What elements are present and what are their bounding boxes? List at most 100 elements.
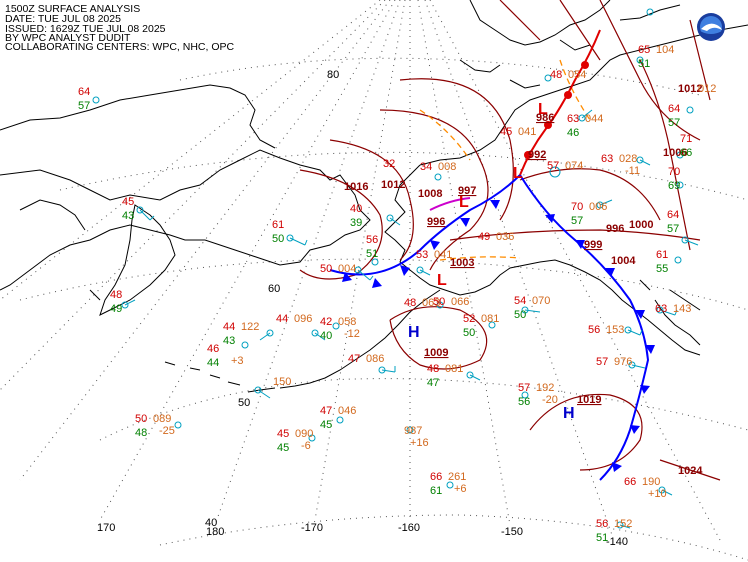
lon-label-m140: -140 <box>606 536 628 548</box>
obs-dewpoint: 50 <box>514 309 526 321</box>
obs-dewpoint: 45 <box>320 419 332 431</box>
obs-pressure: 012 <box>698 83 716 95</box>
obs-temperature: 61 <box>656 249 668 261</box>
obs-dewpoint: 57 <box>668 117 680 129</box>
obs-temperature: 45 <box>122 196 134 208</box>
isobar-label: 1000 <box>629 219 653 231</box>
obs-temperature: 45 <box>277 428 289 440</box>
obs-temperature: 50 <box>433 296 445 308</box>
coast-bc <box>639 279 701 346</box>
obs-pressure: 063 <box>422 297 440 309</box>
obs-dewpoint: 51 <box>366 248 378 260</box>
low-pressure-value: 1003 <box>450 257 474 269</box>
obs-pressure: 074 <box>565 160 583 172</box>
obs-dewpoint: 49 <box>110 303 122 315</box>
obs-pressure: 143 <box>673 303 691 315</box>
warm-front-bumps <box>524 61 589 159</box>
obs-temperature: 46 <box>207 343 219 355</box>
obs-dewpoint: 57 <box>571 215 583 227</box>
obs-pressure: 261 <box>448 471 466 483</box>
obs-temperature: 48 <box>110 289 122 301</box>
obs-pressure: 066 <box>451 296 469 308</box>
obs-temperature: 40 <box>350 203 362 215</box>
obs-dewpoint: 55 <box>656 263 668 275</box>
obs-tendency: +6 <box>454 483 467 495</box>
obs-temperature: 71 <box>680 133 692 145</box>
wind-barbs <box>124 109 699 529</box>
isobar-1012b <box>599 0 701 141</box>
isobar-1012 <box>329 139 414 261</box>
obs-dewpoint: 66 <box>680 147 692 159</box>
isobar-1006 <box>639 59 691 251</box>
isobar-1024 <box>659 459 721 481</box>
low-center: L <box>538 101 548 118</box>
low-pressure-value: 992 <box>528 149 546 161</box>
lat-label-50: 50 <box>238 397 250 409</box>
obs-pressure: 028 <box>619 153 637 165</box>
obs-dewpoint: 57 <box>667 223 679 235</box>
header-line-4: BY WPC ANALYST DUDIT <box>5 32 131 44</box>
pressure-systems: L 992 L 997 L 996 L 1003 L 999 L 986 H 1… <box>408 101 602 422</box>
obs-temperature: 66 <box>430 471 442 483</box>
high-center: H <box>563 405 575 422</box>
isobar-1016 <box>299 169 383 280</box>
obs-tendency: +3 <box>231 355 244 367</box>
obs-pressure: 086 <box>366 353 384 365</box>
coast-canada-islands <box>459 4 681 89</box>
obs-pressure: 122 <box>241 321 259 333</box>
obs-temperature: 64 <box>78 86 90 98</box>
obs-pressure: 104 <box>656 44 674 56</box>
isobar-1009 <box>389 306 488 370</box>
obs-pressure: 036 <box>496 231 514 243</box>
low-pressure-value: 999 <box>584 239 602 251</box>
obs-temperature: 54 <box>514 295 526 307</box>
obs-temperature: 32 <box>383 158 395 170</box>
obs-pressure: 004 <box>338 263 356 275</box>
obs-dewpoint: 47 <box>427 377 439 389</box>
obs-temperature: 49 <box>478 231 490 243</box>
low-center: L <box>459 194 469 211</box>
obs-tendency: -20 <box>542 394 558 406</box>
obs-pressure: 041 <box>434 249 452 261</box>
obs-temperature: 47 <box>320 405 332 417</box>
lat-label-60: 60 <box>268 283 280 295</box>
header-line-2: DATE: TUE JUL 08 2025 <box>5 13 121 25</box>
obs-dewpoint: 50 <box>463 327 475 339</box>
trough-1 <box>419 109 471 161</box>
warm-front-line <box>519 29 601 176</box>
obs-dewpoint: 50 <box>272 233 284 245</box>
lon-label-m150: -150 <box>501 526 523 538</box>
obs-pressure: 987 <box>404 425 422 437</box>
obs-temperature: 70 <box>668 166 680 178</box>
low-pressure-value: 996 <box>427 216 445 228</box>
low-center: L <box>437 272 447 289</box>
obs-dewpoint: 48 <box>135 427 147 439</box>
coast-okhotsk <box>19 199 101 301</box>
obs-temperature: 48 <box>550 69 562 81</box>
obs-temperature: 57 <box>596 356 608 368</box>
isobar-label: 1016 <box>344 181 368 193</box>
lon-label-170: 170 <box>97 522 115 534</box>
high-pressure-value: 1009 <box>424 347 448 359</box>
obs-dewpoint: 56 <box>518 396 530 408</box>
coast-alaska-west <box>384 164 701 356</box>
obs-temperature: 57 <box>547 160 559 172</box>
obs-temperature: 66 <box>624 476 636 488</box>
obs-temperature: 50 <box>135 413 147 425</box>
obs-pressure: 190 <box>642 476 660 488</box>
obs-temperature: 64 <box>668 103 680 115</box>
coast-siberia-north <box>0 84 276 149</box>
obs-temperature: 44 <box>223 321 235 333</box>
coast-kamchatka <box>99 204 176 316</box>
low-pressure-value: 997 <box>458 185 476 197</box>
obs-pressure: 150 <box>273 376 291 388</box>
isobar-label: 1012 <box>678 83 702 95</box>
obs-temperature: 56 <box>366 234 378 246</box>
lat-circle-80 <box>179 57 701 96</box>
lon-label-m170: -170 <box>301 522 323 534</box>
obs-dewpoint: 51 <box>638 58 650 70</box>
obs-dewpoint: 57 <box>78 100 90 112</box>
noaa-logo <box>697 13 725 41</box>
isobars <box>299 0 721 481</box>
